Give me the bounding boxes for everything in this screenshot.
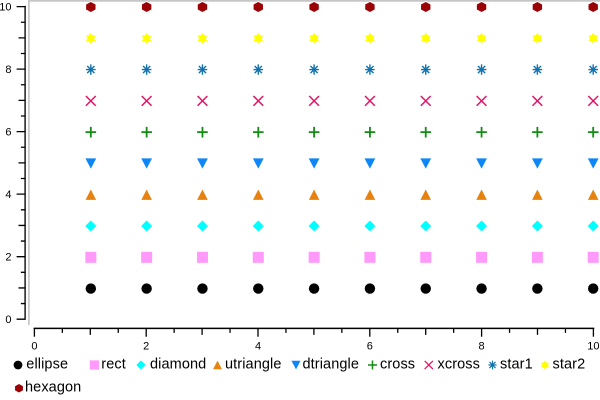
svg-text:xcross: xcross [438, 356, 481, 372]
svg-text:rect: rect [101, 356, 126, 372]
svg-text:2: 2 [143, 341, 149, 353]
svg-text:star2: star2 [553, 356, 586, 372]
svg-text:dtriangle: dtriangle [303, 356, 360, 372]
svg-text:utriangle: utriangle [225, 356, 282, 372]
svg-text:2: 2 [5, 252, 11, 264]
svg-text:diamond: diamond [150, 356, 206, 372]
svg-text:10: 10 [587, 341, 599, 353]
svg-text:8: 8 [479, 341, 485, 353]
svg-text:4: 4 [255, 341, 261, 353]
svg-text:4: 4 [5, 189, 11, 201]
svg-text:6: 6 [367, 341, 373, 353]
svg-text:0: 0 [31, 341, 37, 353]
svg-text:10: 10 [0, 2, 12, 14]
svg-text:8: 8 [5, 64, 11, 76]
svg-text:ellipse: ellipse [26, 356, 68, 372]
svg-text:0: 0 [5, 314, 11, 326]
svg-text:star1: star1 [500, 356, 533, 372]
svg-text:hexagon: hexagon [25, 380, 81, 396]
svg-text:cross: cross [380, 356, 415, 372]
svg-text:6: 6 [5, 127, 11, 139]
